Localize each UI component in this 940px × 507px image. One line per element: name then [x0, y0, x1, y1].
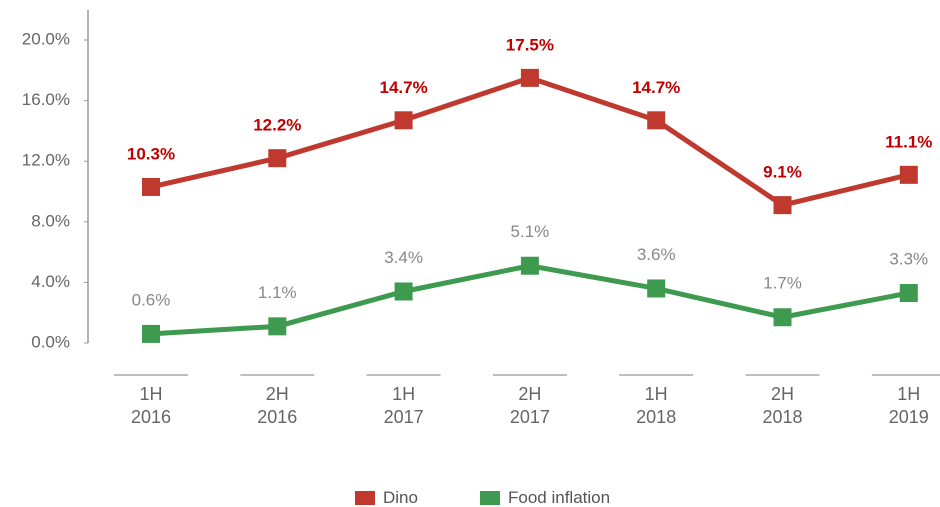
y-tick-label: 8.0% — [31, 211, 70, 230]
y-tick-label: 12.0% — [22, 151, 70, 170]
data-label: 1.1% — [258, 283, 297, 302]
x-tick-label: 1H 2018 — [636, 384, 677, 427]
data-label: 12.2% — [253, 116, 301, 135]
point-marker — [899, 284, 918, 303]
point-marker — [394, 282, 413, 301]
point-marker — [142, 177, 160, 196]
point-marker — [268, 317, 287, 336]
legend-label: Food inflation — [508, 488, 611, 507]
x-tick-label: 1H 2019 — [888, 384, 929, 427]
point-marker — [520, 68, 539, 87]
legend-swatch — [355, 491, 375, 505]
data-label: 11.1% — [885, 132, 932, 151]
data-label: 10.3% — [127, 144, 175, 163]
point-marker — [647, 279, 666, 298]
y-tick-label: 4.0% — [31, 272, 70, 291]
y-tick-label: 0.0% — [31, 332, 70, 351]
legend-item: Dino — [355, 488, 418, 507]
point-marker — [899, 165, 918, 184]
data-label: 17.5% — [506, 35, 554, 54]
x-tick-label: 1H 2017 — [383, 384, 424, 427]
legend-swatch — [480, 491, 500, 505]
data-label: 3.4% — [384, 248, 423, 267]
point-marker — [647, 111, 666, 130]
point-marker — [520, 256, 539, 275]
x-tick-label: 2H 2018 — [762, 384, 803, 427]
x-tick-label: 2H 2017 — [509, 384, 550, 427]
point-marker — [773, 196, 792, 215]
point-marker — [142, 324, 160, 343]
x-tick-label: 2H 2016 — [257, 384, 298, 427]
point-marker — [394, 111, 413, 130]
x-tick-label: 1H 2016 — [130, 384, 172, 427]
data-label: 0.6% — [132, 290, 171, 309]
data-label: 5.1% — [511, 222, 550, 241]
series-line — [150, 75, 910, 208]
legend-item: Food inflation — [480, 488, 610, 507]
data-label: 14.7% — [379, 78, 427, 97]
legend-label: Dino — [383, 488, 418, 507]
data-label: 3.6% — [637, 245, 676, 264]
y-tick-label: 16.0% — [22, 90, 70, 109]
data-label: 1.7% — [763, 274, 802, 293]
data-label: 9.1% — [763, 163, 802, 182]
y-tick-label: 20.0% — [22, 29, 70, 48]
point-marker — [268, 149, 287, 168]
point-marker — [773, 308, 792, 327]
data-label: 3.3% — [889, 249, 928, 268]
data-label: 14.7% — [632, 78, 680, 97]
